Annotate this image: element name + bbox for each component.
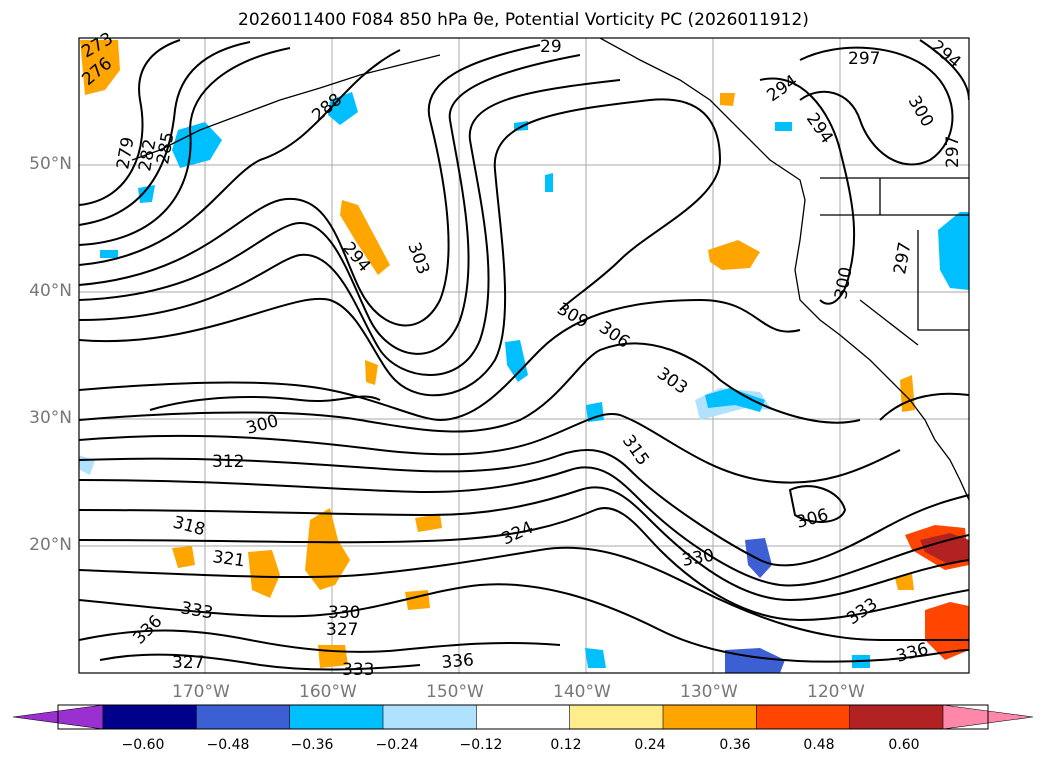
- gridlines: [79, 38, 969, 673]
- colorbar: [12, 704, 1034, 730]
- colorbar-tick-label: −0.36: [290, 737, 334, 753]
- colorbar-segment: [476, 704, 571, 730]
- lon-tick-label: 130°W: [680, 682, 738, 702]
- lat-tick-label: 20°N: [29, 535, 72, 555]
- lon-tick-label: 150°W: [426, 682, 484, 702]
- contour-label: 330: [328, 603, 360, 623]
- contour-label: 327: [326, 620, 358, 640]
- contour-label: 336: [441, 650, 475, 673]
- contour-label: 297: [848, 49, 880, 69]
- colorbar-tick-label: −0.12: [459, 737, 503, 753]
- colorbar-segment: [196, 704, 291, 730]
- colorbar-tick-label: −0.24: [375, 737, 419, 753]
- lon-tick-label: 160°W: [299, 682, 357, 702]
- colorbar-tick-label: 0.36: [719, 737, 751, 753]
- colorbar-segment: [102, 704, 198, 730]
- colorbar-tick-label: 0.12: [550, 737, 582, 753]
- colorbar-tick-label: −0.48: [206, 737, 250, 753]
- contour-label: 297: [943, 136, 963, 168]
- colorbar-tick-label: 0.48: [803, 737, 835, 753]
- colorbar-segment: [569, 704, 664, 730]
- colorbar-tick-label: 0.24: [634, 737, 666, 753]
- colorbar-segment: [662, 704, 758, 730]
- contour-label: 327: [172, 653, 204, 673]
- colorbar-tick-label: 0.60: [888, 737, 920, 753]
- lon-tick-label: 170°W: [172, 682, 230, 702]
- contour-label: 321: [211, 547, 246, 571]
- contour-label: 29: [540, 37, 562, 57]
- map-border: [78, 37, 970, 674]
- lat-tick-label: 50°N: [29, 154, 72, 174]
- lat-tick-label: 30°N: [29, 408, 72, 428]
- lon-tick-label: 120°W: [807, 682, 865, 702]
- contour-label: 312: [212, 452, 244, 472]
- colorbar-segment: [289, 704, 384, 730]
- colorbar-segment: [382, 704, 478, 730]
- map-panel: [79, 38, 969, 673]
- colorbar-segment: [849, 704, 944, 730]
- lon-tick-label: 140°W: [553, 682, 611, 702]
- colorbar-segment: [756, 704, 851, 730]
- contour-label: 333: [342, 660, 374, 680]
- map-title: 2026011400 F084 850 hPa θe, Potential Vo…: [238, 10, 809, 30]
- theta-e-contours: [79, 39, 969, 671]
- colorbar-tick-label: −0.60: [121, 737, 165, 753]
- lat-tick-label: 40°N: [29, 281, 72, 301]
- coastline: [131, 38, 969, 501]
